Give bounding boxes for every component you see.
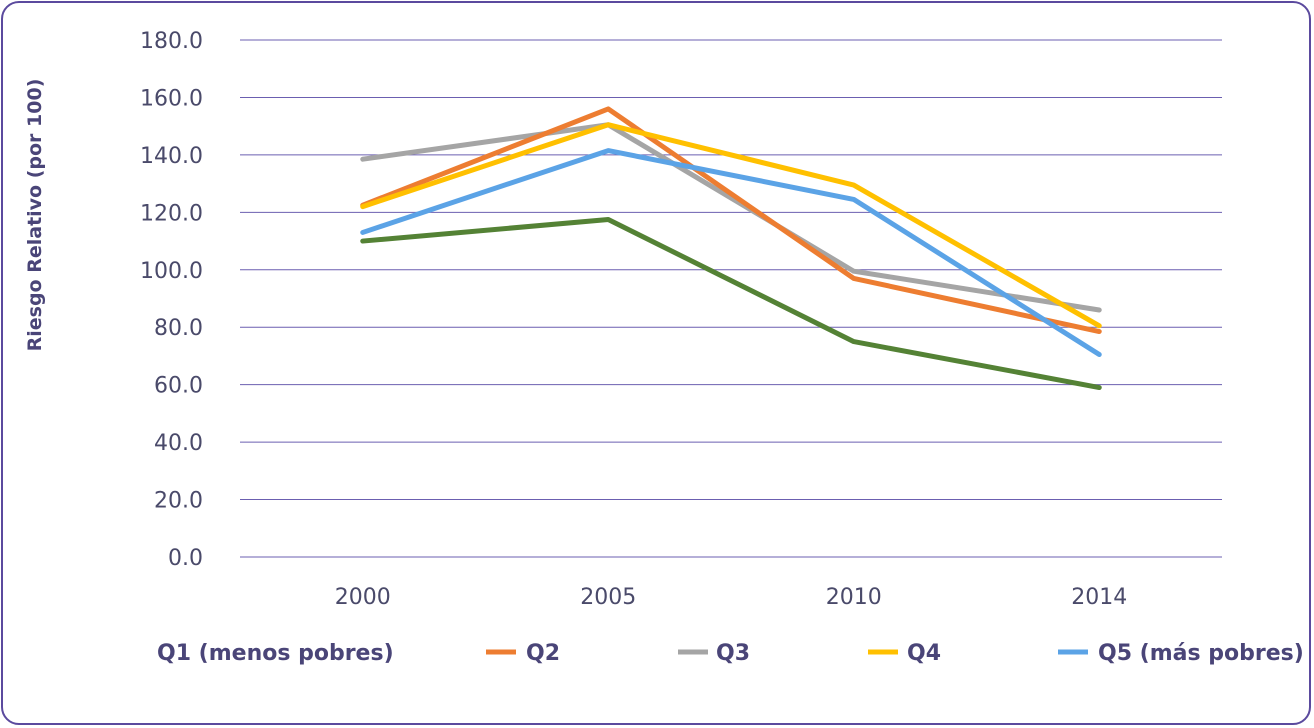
y-axis-ticks: 0.0 20.0 40.0 60.0 80.0 100.0 120.0 140.0 160.0 1… (140, 29, 203, 571)
series-line-4 (360, 122, 1102, 329)
y-tick-label: 180.0 (140, 29, 203, 54)
series-lines (360, 106, 1102, 391)
y-tick-label: 160.0 (140, 86, 203, 111)
y-tick-label: 120.0 (140, 201, 203, 226)
x-axis-ticks: 2000 2005 2010 2014 (335, 585, 1128, 610)
series-line-5 (360, 148, 1102, 358)
legend: Q1 (menos pobres) Q2 Q3 Q4 Q5 (más pobres) (157, 641, 1304, 666)
x-tick-label: 2010 (826, 585, 882, 610)
y-tick-label: 80.0 (154, 316, 203, 341)
y-tick-label: 0.0 (168, 546, 203, 571)
series-line-3 (360, 122, 1102, 313)
x-tick-label: 2014 (1071, 585, 1127, 610)
legend-label-4: Q4 (907, 641, 941, 666)
legend-label-2: Q2 (526, 641, 560, 666)
x-tick-label: 2000 (335, 585, 391, 610)
legend-label-5: Q5 (más pobres) (1098, 641, 1304, 666)
y-axis-label: Riesgo Relativo (por 100) (24, 79, 46, 352)
y-tick-label: 140.0 (140, 144, 203, 169)
x-tick-label: 2005 (580, 585, 636, 610)
y-tick-label: 100.0 (140, 259, 203, 284)
series-line-1 (360, 217, 1102, 391)
legend-label-3: Q3 (716, 641, 750, 666)
y-tick-label: 60.0 (154, 374, 203, 399)
legend-label-1: Q1 (menos pobres) (157, 641, 394, 666)
series-line-2 (360, 106, 1102, 335)
gridlines (240, 39, 1222, 558)
y-tick-label: 40.0 (154, 431, 203, 456)
y-tick-label: 20.0 (154, 489, 203, 514)
